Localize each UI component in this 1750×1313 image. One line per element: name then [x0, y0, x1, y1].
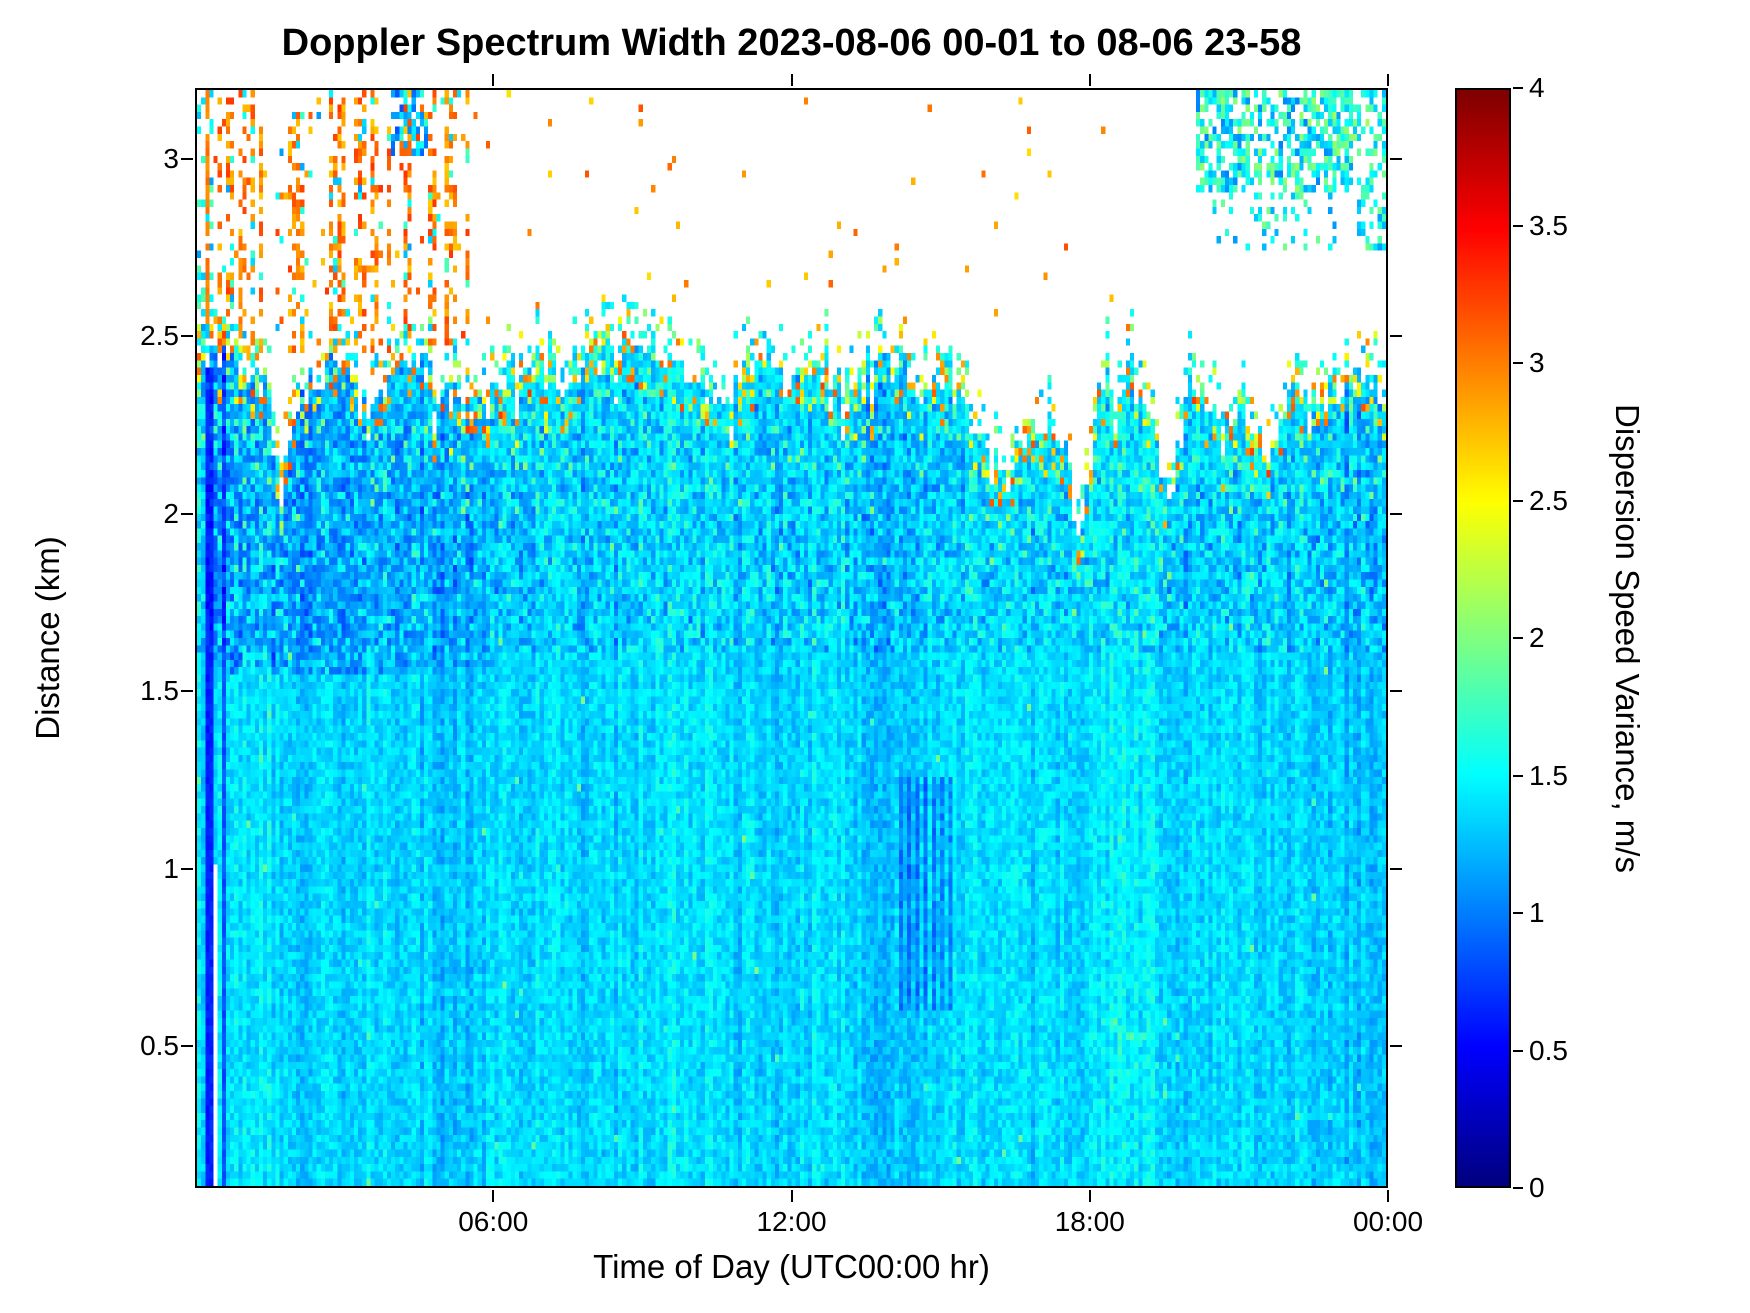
colorbar-tick: [1513, 637, 1523, 639]
y-tick-right: [1390, 690, 1402, 693]
colorbar-tick: [1513, 1049, 1523, 1052]
heatmap-canvas: [197, 90, 1386, 1186]
plot-area: [195, 88, 1388, 1188]
colorbar-tick-label: 0.5: [1529, 1034, 1568, 1066]
y-tick-right: [1390, 867, 1402, 870]
x-tick-top: [492, 74, 495, 86]
y-axis-label: Distance (km): [29, 536, 66, 740]
x-tick: [790, 1190, 793, 1202]
x-tick-label: 18:00: [1054, 1206, 1125, 1237]
y-tick-label: 1.5: [140, 675, 179, 707]
colorbar-tick-label: 1: [1529, 897, 1545, 928]
colorbar-tick-label: 2: [1529, 622, 1545, 653]
y-tick-label: 2: [163, 497, 179, 529]
colorbar-tick: [1513, 362, 1523, 364]
colorbar-tick: [1513, 87, 1523, 89]
y-tick-right: [1390, 1045, 1402, 1048]
colorbar-tick-label: 3.5: [1529, 209, 1568, 241]
x-tick-label: 12:00: [756, 1206, 827, 1237]
y-tick-right: [1390, 157, 1402, 160]
y-tick: [181, 867, 193, 870]
x-tick: [492, 1190, 495, 1202]
x-tick: [1387, 1190, 1389, 1202]
colorbar-tick-label: 0: [1529, 1172, 1545, 1203]
colorbar: [1455, 88, 1511, 1188]
colorbar-tick: [1513, 499, 1523, 502]
colorbar-tick-label: 4: [1529, 72, 1545, 103]
x-axis-label: Time of Day (UTC00:00 hr): [593, 1248, 990, 1285]
x-tick-top: [790, 74, 793, 86]
colorbar-tick: [1513, 774, 1523, 777]
y-tick: [181, 512, 193, 515]
colorbar-tick-label: 3: [1529, 347, 1545, 378]
chart-title: Doppler Spectrum Width 2023-08-06 00-01 …: [281, 22, 1302, 64]
x-tick-top: [1387, 74, 1389, 86]
y-tick-right: [1390, 512, 1402, 515]
colorbar-tick: [1513, 912, 1523, 914]
x-tick: [1088, 1190, 1091, 1202]
y-tick: [181, 1045, 193, 1048]
y-tick-label: 1: [163, 852, 179, 884]
y-tick-label: 2.5: [140, 320, 179, 352]
y-tick: [181, 690, 193, 693]
y-tick: [181, 157, 193, 160]
colorbar-tick-label: 1.5: [1529, 759, 1568, 791]
y-tick-label: 0.5: [140, 1030, 179, 1062]
x-tick-top: [1088, 74, 1091, 86]
colorbar-tick: [1513, 224, 1523, 227]
y-tick-right: [1390, 335, 1402, 338]
x-tick-label: 00:00: [1352, 1206, 1424, 1237]
colorbar-gradient: [1457, 90, 1509, 1186]
colorbar-tick-label: 2.5: [1529, 484, 1568, 516]
y-tick-label: 3: [163, 142, 179, 174]
y-tick: [181, 335, 193, 338]
colorbar-label: Dispersion Speed Variance, m/s: [1609, 403, 1646, 873]
colorbar-tick: [1513, 1187, 1523, 1189]
x-tick-label: 06:00: [458, 1206, 529, 1237]
